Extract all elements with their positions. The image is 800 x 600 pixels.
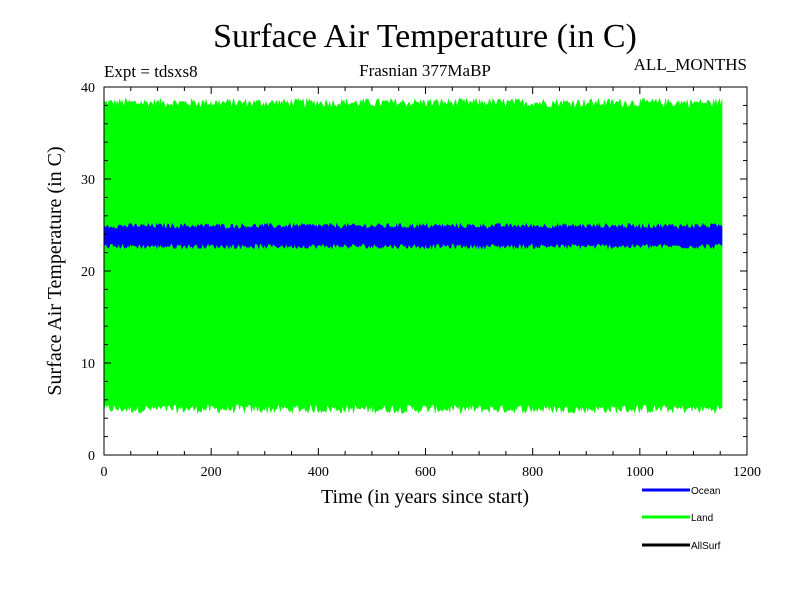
period-label: Frasnian 377MaBP xyxy=(359,61,491,80)
x-tick-label: 400 xyxy=(308,465,329,480)
legend-label-ocean: Ocean xyxy=(691,486,720,497)
ocean-series-band xyxy=(103,222,723,250)
chart-title: Surface Air Temperature (in C) xyxy=(213,18,637,55)
experiment-label: Expt = tdsxs8 xyxy=(104,62,198,81)
land-series-layer xyxy=(103,97,723,415)
x-tick-label: 800 xyxy=(522,465,543,480)
ocean-series-layer xyxy=(103,222,723,250)
y-axis-label: Surface Air Temperature (in C) xyxy=(44,146,66,395)
x-tick-label: 600 xyxy=(415,465,436,480)
x-tick-label: 1200 xyxy=(733,465,761,480)
months-label: ALL_MONTHS xyxy=(634,55,747,74)
legend-label-land: Land xyxy=(691,513,713,524)
legend-label-allsurf: AllSurf xyxy=(691,541,721,552)
y-tick-label: 0 xyxy=(88,449,95,464)
x-tick-label: 200 xyxy=(201,465,222,480)
y-tick-label: 40 xyxy=(81,81,95,96)
y-tick-label: 30 xyxy=(81,173,95,188)
x-axis: 0 200 400 600 800 1000 1200 xyxy=(101,87,761,480)
land-series-band xyxy=(103,97,723,415)
x-tick-label: 0 xyxy=(101,465,108,480)
y-tick-label: 10 xyxy=(81,357,95,372)
y-tick-label: 20 xyxy=(81,265,95,280)
legend: Ocean Land AllSurf xyxy=(642,486,721,552)
x-axis-label: Time (in years since start) xyxy=(321,486,529,508)
y-axis: 0 10 20 30 40 xyxy=(81,81,747,464)
x-tick-label: 1000 xyxy=(626,465,654,480)
